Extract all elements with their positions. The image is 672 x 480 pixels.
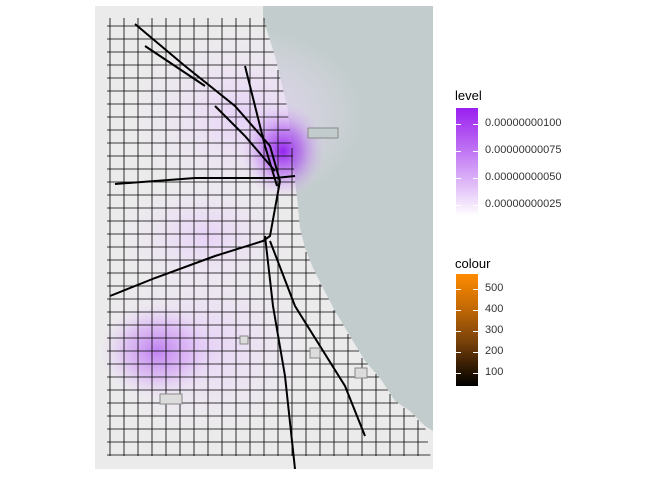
- colour-tick-label: 400: [485, 302, 504, 315]
- level-tick-mark: [473, 124, 478, 126]
- colour-tick-label: 300: [485, 324, 504, 337]
- colour-tick-mark: [456, 331, 461, 333]
- colour-tick-mark: [456, 352, 461, 354]
- colour-tick-mark: [473, 309, 478, 311]
- level-tick-label: 0.00000000025: [485, 198, 562, 211]
- level-tick-mark: [473, 205, 478, 207]
- highways: [109, 23, 366, 469]
- colour-tick-mark: [473, 352, 478, 354]
- colour-tick-label: 100: [485, 366, 504, 379]
- colour-tick-mark: [456, 309, 461, 311]
- level-tick-label: 0.00000000100: [485, 117, 562, 130]
- level-tick-mark: [473, 151, 478, 153]
- colour-tick-mark: [456, 373, 461, 375]
- level-tick-mark: [473, 178, 478, 180]
- level-tick-label: 0.00000000050: [485, 171, 562, 184]
- colour-tick-mark: [473, 331, 478, 333]
- colour-tick-mark: [473, 373, 478, 375]
- level-tick-mark: [456, 124, 461, 126]
- colour-color-ramp: [456, 274, 478, 386]
- level-legend-title: level: [455, 88, 482, 103]
- colour-tick-label: 200: [485, 345, 504, 358]
- level-tick-mark: [456, 205, 461, 207]
- level-color-ramp: [456, 108, 478, 216]
- park-outlines: [159, 127, 368, 405]
- chicago-density-map: [95, 6, 433, 469]
- level-tick-label: 0.00000000075: [485, 144, 562, 157]
- colour-tick-mark: [456, 288, 461, 290]
- density-hotspot-loop: [241, 103, 325, 199]
- street-grid: [107, 18, 431, 456]
- colour-tick-mark: [473, 288, 478, 290]
- colour-legend-title: colour: [455, 256, 491, 271]
- level-tick-mark: [456, 178, 461, 180]
- colour-tick-label: 500: [485, 281, 504, 294]
- level-tick-mark: [456, 151, 461, 153]
